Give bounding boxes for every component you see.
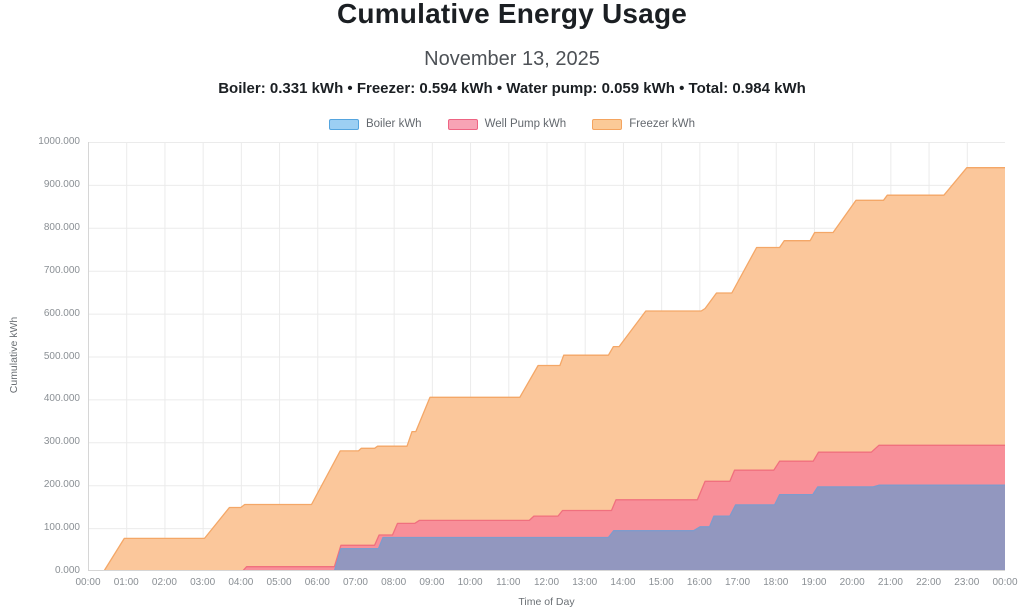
- y-tick-label: 1000.000: [38, 136, 80, 147]
- x-tick-label: 07:00: [342, 577, 368, 588]
- y-tick-label: 800.000: [43, 221, 80, 233]
- legend-item-well-pump-kwh[interactable]: Well Pump kWh: [447, 118, 567, 130]
- x-tick-label: 16:00: [686, 577, 712, 588]
- chart-legend: Boiler kWh Well Pump kWh Freezer kWh: [0, 118, 1024, 130]
- y-tick-label: 700.000: [43, 264, 80, 276]
- x-tick-label: 10:00: [457, 577, 483, 588]
- x-tick-label: 04:00: [228, 577, 254, 588]
- legend-swatch-icon: [328, 118, 359, 130]
- x-tick-label: 02:00: [151, 577, 177, 588]
- x-tick-label: 06:00: [304, 577, 330, 588]
- edge-boiler-kwh: [88, 484, 1005, 571]
- x-tick-label: 19:00: [801, 577, 827, 588]
- x-tick-label: 22:00: [916, 577, 942, 588]
- x-tick-label: 18:00: [763, 577, 789, 588]
- x-tick-label: 20:00: [839, 577, 865, 588]
- legend-item-freezer-kwh[interactable]: Freezer kWh: [592, 118, 695, 130]
- y-tick-label: 900.000: [43, 178, 80, 190]
- edge-well-pump-kwh: [88, 444, 1005, 571]
- page-title: Cumulative Energy Usage: [336, 0, 688, 29]
- y-axis-title: Cumulative kWh: [8, 316, 20, 393]
- y-tick-label: 600.000: [43, 307, 80, 319]
- x-tick-label: 14:00: [610, 577, 636, 588]
- legend-item-label: Boiler kWh: [365, 118, 422, 130]
- x-tick-label: 03:00: [190, 577, 216, 588]
- y-tick-label: 200.000: [43, 479, 80, 491]
- chart-summary-line: Boiler: 0.331 kWh • Freezer: 0.594 kWh •…: [218, 80, 806, 97]
- y-tick-label: 300.000: [43, 436, 80, 448]
- y-tick-label: 100.000: [43, 522, 80, 534]
- legend-item-boiler-kwh[interactable]: Boiler kWh: [328, 118, 422, 130]
- x-tick-label: 08:00: [381, 577, 407, 588]
- legend-item-label: Well Pump kWh: [484, 118, 567, 130]
- legend-swatch-icon: [447, 118, 478, 130]
- x-tick-label: 12:00: [533, 577, 560, 588]
- x-tick-label: 00:00: [75, 577, 101, 588]
- chart-date-subtitle: November 13, 2025: [424, 48, 600, 70]
- x-tick-label: 21:00: [877, 577, 903, 588]
- y-tick-label: 0.000: [54, 565, 80, 576]
- x-tick-label: 15:00: [648, 577, 674, 588]
- x-tick-label: 11:00: [496, 577, 521, 588]
- plot-area[interactable]: [88, 142, 1005, 571]
- x-tick-label: 05:00: [266, 577, 292, 588]
- x-tick-label: 13:00: [572, 577, 598, 588]
- x-tick-label: 17:00: [725, 577, 751, 588]
- area-boiler-kwh: [88, 485, 1005, 571]
- x-tick-label: 23:00: [954, 577, 980, 588]
- x-axis-title: Time of Day: [518, 596, 575, 608]
- x-tick-label: 01:00: [113, 577, 139, 588]
- y-tick-label: 400.000: [43, 393, 80, 405]
- x-tick-label: 00:00: [992, 577, 1018, 588]
- edge-freezer-kwh: [88, 167, 1005, 571]
- legend-item-label: Freezer kWh: [629, 118, 696, 130]
- x-tick-label: 09:00: [419, 577, 445, 588]
- legend-swatch-icon: [592, 118, 623, 130]
- y-tick-label: 500.000: [43, 350, 80, 362]
